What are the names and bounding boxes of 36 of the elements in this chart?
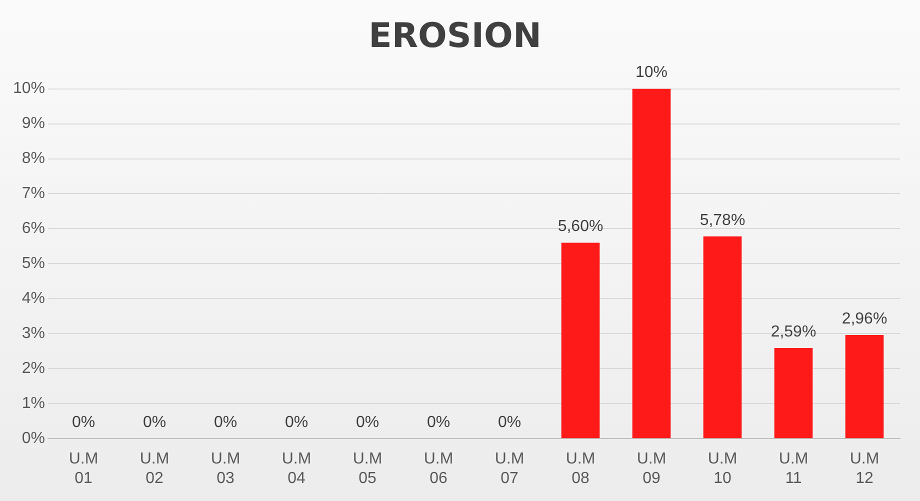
data-label: 0% [498,414,522,432]
x-tick-label: U.M 01 [68,450,98,487]
data-label: 0% [214,414,238,432]
x-tick-label: U.M 02 [140,450,170,487]
y-tick-label: 5% [22,255,46,272]
data-label: 0% [142,414,166,432]
chart-title: EROSION [368,16,542,56]
x-tick-label: U.M 12 [850,450,880,487]
y-tick-label: 9% [22,115,46,132]
y-tick-label: 3% [22,325,46,342]
data-label: 0% [426,414,450,432]
y-tick-label: 4% [22,290,46,308]
x-tick-label: U.M 07 [494,450,524,487]
x-tick-label: U.M 08 [566,450,596,487]
y-tick-label: 6% [22,220,46,238]
y-tick-label: 1% [22,395,46,412]
x-tick-label: U.M 03 [210,450,240,487]
data-label: 0% [284,414,308,432]
data-label: 2,96% [842,310,888,328]
data-label: 5,60% [558,218,604,236]
x-tick-label: U.M 05 [352,450,382,487]
y-tick-label: 10% [12,80,46,98]
x-tick-label: U.M 04 [282,450,312,487]
y-tick-label: 8% [22,150,46,168]
data-label: 5,78% [700,212,746,229]
x-tick-label: U.M 06 [424,450,454,487]
x-tick-label: U.M 10 [708,450,738,487]
y-tick-label: 2% [22,360,46,378]
y-tick-label: 0% [22,430,46,448]
x-tick-label: U.M 09 [636,450,666,487]
y-tick-label: 7% [22,185,46,202]
data-label: 10% [635,64,668,82]
x-tick-label: U.M 11 [778,450,808,487]
data-label: 2,59% [770,323,816,340]
data-label: 0% [72,414,96,432]
data-label: 0% [356,414,380,432]
